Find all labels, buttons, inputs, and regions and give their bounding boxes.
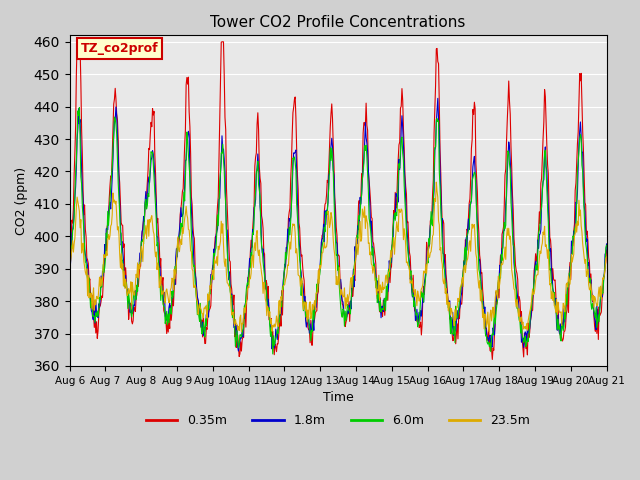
6.0m bbox=[269, 351, 276, 357]
0.35m bbox=[488, 357, 496, 362]
1.8m bbox=[186, 132, 193, 138]
Line: 23.5m: 23.5m bbox=[70, 182, 607, 332]
0.35m bbox=[186, 123, 194, 129]
1.8m bbox=[76, 121, 83, 127]
0.35m bbox=[132, 309, 140, 314]
Y-axis label: CO2 (ppm): CO2 (ppm) bbox=[15, 167, 28, 235]
0.35m bbox=[214, 194, 222, 200]
0.35m bbox=[603, 247, 611, 253]
23.5m bbox=[433, 179, 440, 185]
6.0m bbox=[76, 136, 84, 142]
1.8m bbox=[434, 96, 442, 101]
Line: 6.0m: 6.0m bbox=[70, 108, 607, 354]
23.5m bbox=[66, 273, 74, 278]
23.5m bbox=[486, 329, 493, 335]
Line: 1.8m: 1.8m bbox=[70, 98, 607, 351]
6.0m bbox=[132, 297, 140, 303]
23.5m bbox=[419, 281, 427, 287]
6.0m bbox=[214, 223, 222, 228]
X-axis label: Time: Time bbox=[323, 391, 353, 404]
6.0m bbox=[405, 257, 413, 263]
0.35m bbox=[74, 39, 81, 45]
6.0m bbox=[76, 105, 83, 110]
Text: TZ_co2prof: TZ_co2prof bbox=[81, 42, 158, 55]
6.0m bbox=[66, 254, 74, 260]
1.8m bbox=[420, 300, 428, 305]
1.8m bbox=[603, 241, 611, 247]
1.8m bbox=[235, 348, 243, 354]
0.35m bbox=[420, 284, 428, 289]
0.35m bbox=[404, 219, 412, 225]
6.0m bbox=[420, 285, 428, 290]
Title: Tower CO2 Profile Concentrations: Tower CO2 Profile Concentrations bbox=[211, 15, 466, 30]
1.8m bbox=[214, 226, 221, 232]
1.8m bbox=[66, 256, 74, 262]
23.5m bbox=[214, 262, 221, 268]
1.8m bbox=[131, 303, 138, 309]
6.0m bbox=[186, 175, 194, 180]
Legend: 0.35m, 1.8m, 6.0m, 23.5m: 0.35m, 1.8m, 6.0m, 23.5m bbox=[141, 409, 535, 432]
23.5m bbox=[186, 227, 193, 233]
23.5m bbox=[76, 208, 83, 214]
1.8m bbox=[404, 240, 412, 246]
0.35m bbox=[76, 46, 84, 51]
23.5m bbox=[603, 254, 611, 260]
23.5m bbox=[403, 259, 411, 264]
23.5m bbox=[131, 292, 138, 298]
Line: 0.35m: 0.35m bbox=[70, 42, 607, 360]
0.35m bbox=[66, 255, 74, 261]
6.0m bbox=[603, 242, 611, 248]
